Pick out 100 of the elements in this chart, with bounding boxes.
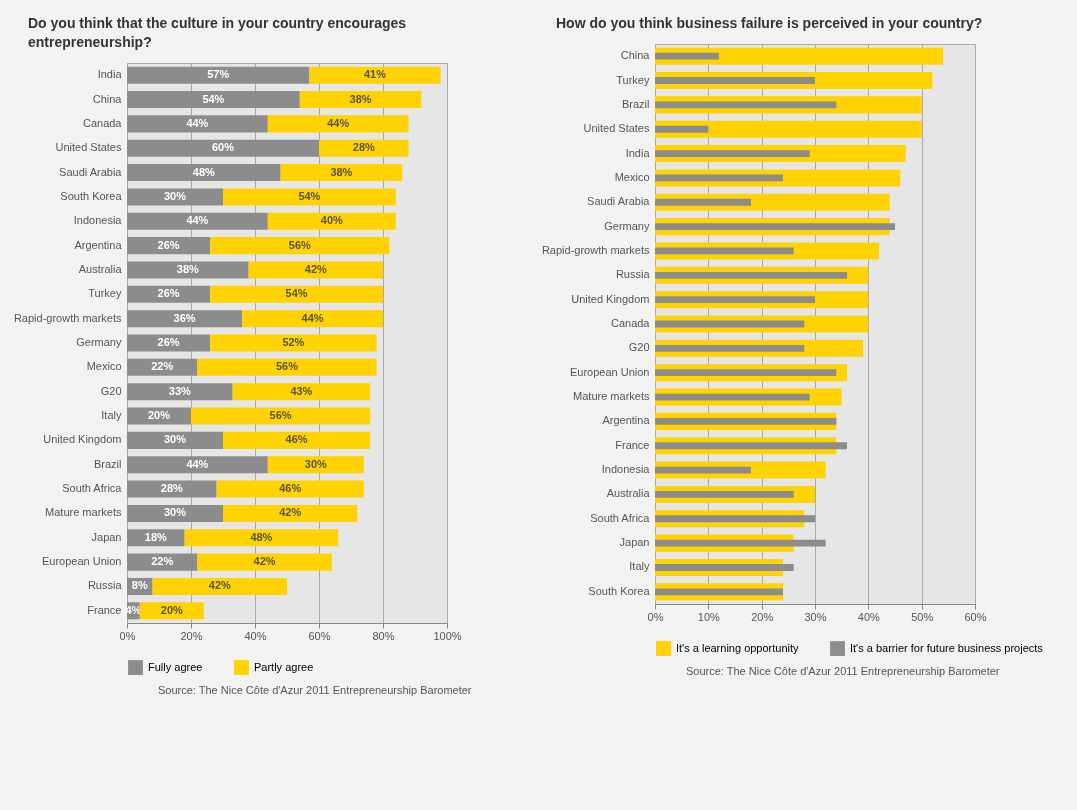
- bar: [127, 334, 211, 352]
- y-tick-label: Canada: [82, 116, 123, 129]
- bar: [232, 382, 371, 400]
- legend-label: It's a barrier for future business projects: [850, 641, 1044, 654]
- data-label: 56%: [269, 408, 292, 421]
- y-tick-label: United States: [583, 122, 650, 135]
- bar: [127, 261, 249, 279]
- bar: [655, 588, 783, 596]
- data-label: 56%: [275, 360, 299, 373]
- bar: [242, 309, 383, 327]
- legend-label: Fully agree: [148, 660, 203, 673]
- bar: [655, 77, 815, 84]
- legend-label: Partly agree: [254, 660, 314, 673]
- bar: [655, 271, 847, 279]
- data-label: 54%: [285, 287, 308, 300]
- bar: [655, 223, 895, 230]
- bar: [216, 480, 364, 498]
- y-tick-label: Japan: [619, 536, 650, 549]
- data-label: 56%: [288, 238, 312, 251]
- data-label: 42%: [253, 554, 276, 567]
- bar: [127, 212, 268, 230]
- bar: [655, 417, 837, 425]
- bar: [267, 456, 364, 474]
- bar: [127, 285, 211, 303]
- y-tick-label: Turkey: [88, 287, 122, 300]
- y-tick-label: Brazil: [621, 97, 650, 110]
- bar: [210, 285, 383, 303]
- y-tick-label: Germany: [604, 219, 650, 232]
- y-tick-label: South Korea: [60, 189, 123, 202]
- bar: [319, 139, 409, 157]
- data-label: 44%: [186, 457, 209, 470]
- y-tick-label: France: [87, 603, 122, 616]
- bar: [655, 296, 815, 303]
- bar: [223, 188, 396, 206]
- bar: [152, 577, 287, 595]
- x-tick-label: 40%: [244, 629, 267, 642]
- x-tick-label: 0%: [647, 610, 664, 623]
- data-label: 46%: [279, 481, 302, 494]
- y-tick-label: Argentina: [602, 414, 651, 427]
- bar: [267, 115, 409, 133]
- y-tick-label: Italy: [101, 408, 122, 421]
- y-tick-label: Mature markets: [45, 506, 122, 519]
- bar: [267, 212, 396, 230]
- bar: [127, 382, 233, 400]
- data-label: 30%: [163, 189, 187, 202]
- y-tick-label: India: [97, 67, 123, 80]
- bar: [309, 66, 441, 84]
- data-label: 30%: [163, 506, 187, 519]
- y-tick-label: Japan: [91, 530, 122, 543]
- y-tick-label: Saudi Arabia: [587, 195, 651, 208]
- bar: [223, 431, 371, 449]
- bar: [655, 539, 826, 547]
- x-tick-label: 20%: [180, 629, 203, 642]
- data-label: 48%: [250, 530, 273, 543]
- y-tick-label: European Union: [41, 554, 122, 567]
- bar: [127, 309, 243, 327]
- y-tick-label: G20: [628, 341, 650, 354]
- x-tick-label: 50%: [911, 610, 934, 623]
- bar: [184, 529, 339, 547]
- y-tick-label: Australia: [606, 487, 651, 500]
- bar: [127, 188, 223, 206]
- data-label: 22%: [151, 554, 174, 567]
- y-tick-label: Russia: [87, 579, 123, 592]
- y-tick-label: China: [620, 49, 651, 62]
- bar: [655, 490, 794, 498]
- data-label: 26%: [157, 335, 180, 348]
- bar: [655, 120, 922, 138]
- data-label: 38%: [349, 92, 372, 105]
- x-tick-label: 80%: [372, 629, 395, 642]
- data-label: 54%: [202, 92, 225, 105]
- bar: [655, 515, 815, 523]
- x-tick-label: 60%: [308, 629, 331, 642]
- bar: [127, 66, 310, 84]
- x-tick-label: 10%: [697, 610, 721, 623]
- y-tick-label: Canada: [610, 316, 651, 329]
- bar: [655, 344, 805, 352]
- data-label: 36%: [173, 311, 196, 324]
- data-label: 54%: [298, 189, 321, 202]
- source-note: Source: The Nice Côte d'Azur 2011 Entrepreneurship Barometer: [686, 664, 1001, 677]
- data-label: 38%: [330, 165, 353, 178]
- bar: [223, 504, 358, 522]
- bar: [655, 442, 847, 450]
- bar: [280, 163, 403, 181]
- source-note: Source: The Nice Côte d'Azur 2011 Entrepreneurship Barometer: [158, 683, 473, 696]
- bar: [655, 198, 751, 206]
- data-label: 42%: [208, 579, 232, 592]
- y-tick-label: South Africa: [590, 511, 651, 524]
- bar: [655, 52, 719, 60]
- bar: [655, 101, 837, 109]
- y-tick-label: United States: [55, 141, 122, 153]
- data-label: 44%: [301, 311, 324, 324]
- data-label: 30%: [163, 433, 187, 446]
- x-tick-label: 60%: [964, 610, 987, 623]
- data-label: 30%: [304, 457, 328, 470]
- data-label: 60%: [211, 141, 235, 153]
- y-tick-label: Italy: [629, 560, 650, 573]
- y-tick-label: Mexico: [614, 170, 650, 183]
- bar: [191, 407, 371, 425]
- y-tick-label: European Union: [569, 365, 650, 378]
- y-tick-label: Rapid-growth markets: [541, 243, 650, 256]
